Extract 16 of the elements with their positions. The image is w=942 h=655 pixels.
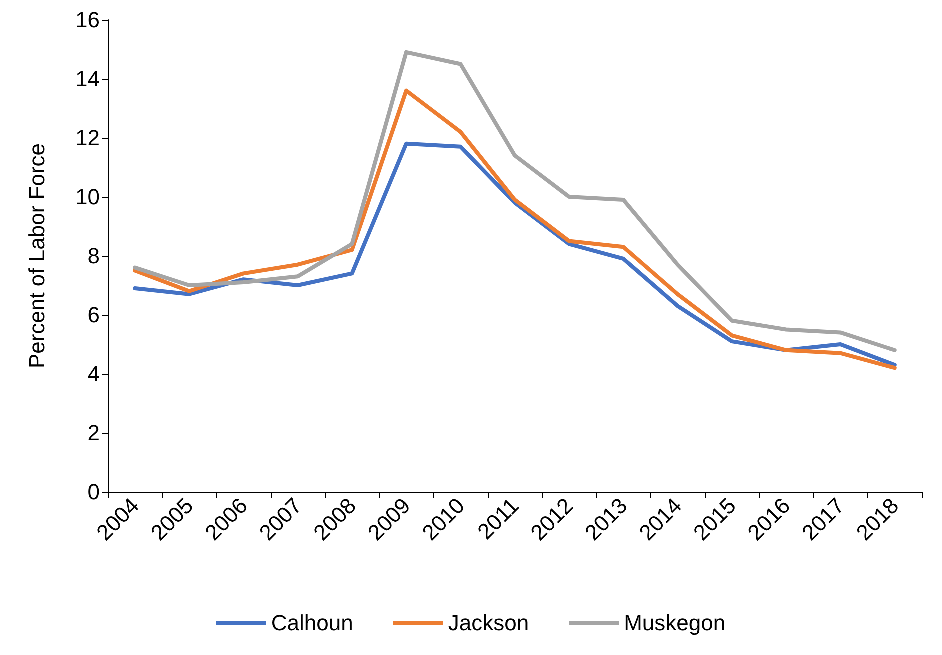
line-series [133,50,897,352]
y-tick-label: 6 [88,302,100,328]
line-series [133,142,897,368]
y-tick-label: 12 [76,126,100,150]
y-tick-label: 2 [88,420,100,446]
y-tick-label: 16 [76,8,100,32]
y-tick-label: 4 [88,362,100,386]
legend-label: Calhoun [271,610,354,636]
line-series [133,88,897,370]
y-tick-label: 0 [88,480,100,504]
y-tick-label: 14 [76,66,100,92]
legend-label: Muskegon [624,610,726,636]
y-tick-label: 8 [88,244,100,268]
legend-label: Jackson [448,610,530,636]
y-tick-label: 10 [76,184,100,210]
y-axis-title: Percent of Labor Force [24,143,50,369]
